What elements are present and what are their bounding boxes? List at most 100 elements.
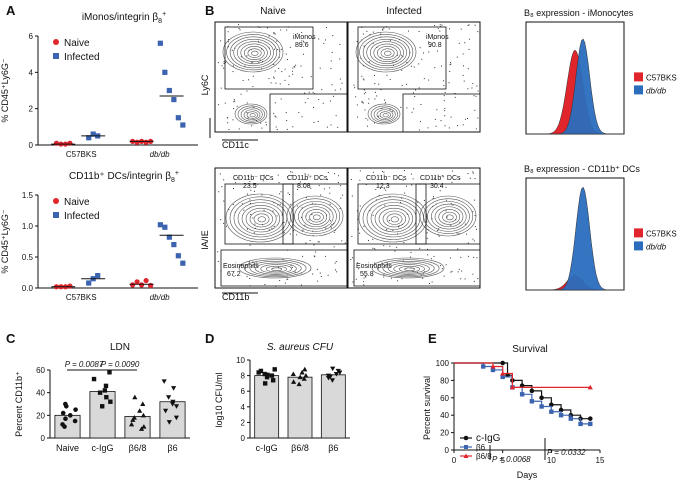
event-dot: [386, 229, 388, 231]
event-dot: [318, 38, 320, 40]
event-dot: [219, 173, 221, 175]
event-dot: [373, 74, 375, 76]
x-tick-label: c-IgG: [256, 443, 278, 453]
event-dot: [389, 109, 391, 111]
legend-label-dbdb: db/db: [646, 242, 667, 251]
legend-swatch-infected: [53, 53, 59, 59]
contour-ring: [249, 260, 302, 276]
contour-ring: [419, 195, 477, 237]
contour-ring: [290, 198, 341, 234]
event-dot: [273, 112, 275, 114]
event-dot: [261, 68, 263, 70]
flow-plot-frame: [347, 167, 481, 289]
event-dot: [217, 251, 219, 253]
event-dot: [477, 117, 479, 119]
x-tick-label: 10: [547, 456, 556, 465]
event-dot: [246, 276, 248, 278]
data-point: [333, 372, 340, 377]
event-dot: [217, 62, 219, 64]
event-dot: [235, 182, 237, 184]
event-dot: [410, 251, 412, 253]
event-dot: [326, 126, 328, 128]
data-point: [91, 376, 97, 382]
contour-ring: [254, 262, 297, 275]
event-dot: [301, 207, 303, 209]
event-dot: [445, 199, 447, 201]
event-dot: [334, 269, 336, 271]
data-point: [103, 383, 109, 389]
event-dot: [307, 97, 309, 99]
contour-ring: [247, 48, 262, 58]
event-dot: [300, 65, 302, 67]
event-dot: [395, 60, 397, 62]
event-dot: [431, 281, 433, 283]
event-dot: [228, 128, 230, 130]
event-dot: [419, 120, 421, 122]
event-dot: [423, 78, 425, 80]
contour-ring: [233, 38, 274, 67]
event-dot: [472, 238, 474, 240]
event-dot: [372, 214, 374, 216]
event-dot: [329, 187, 331, 189]
panel-letter-d: D: [205, 331, 214, 346]
event-dot: [418, 63, 420, 65]
panel-letter-c: C: [6, 331, 16, 346]
histogram-bottom: B₈ expression - CD11b⁺ DCs C57BKS db/db: [524, 164, 677, 291]
event-dot: [277, 49, 279, 51]
event-dot: [338, 175, 340, 177]
event-dot: [303, 40, 305, 42]
event-dot: [471, 87, 473, 89]
event-dot: [292, 67, 294, 69]
histogram-title: B₈ expression - CD11b⁺ DCs: [524, 164, 640, 174]
gate-name: Eosinophils: [223, 263, 259, 270]
event-dot: [368, 98, 370, 100]
plot-title: LDN: [110, 342, 130, 353]
event-dot: [217, 260, 219, 262]
event-dot: [255, 261, 257, 263]
survival-marker: [549, 409, 554, 414]
event-dot: [394, 250, 396, 252]
event-dot: [293, 230, 295, 232]
event-dot: [456, 232, 458, 234]
event-dot: [369, 33, 371, 35]
flow-plot-frame: [214, 21, 348, 133]
event-dot: [434, 118, 436, 120]
event-dot: [279, 83, 281, 85]
event-dot: [383, 27, 385, 29]
event-dot: [285, 53, 287, 55]
event-dot: [339, 207, 341, 209]
event-dot: [459, 177, 461, 179]
event-dot: [419, 47, 421, 49]
event-dot: [450, 202, 452, 204]
contour-ring: [240, 43, 268, 63]
bar: [320, 374, 346, 439]
event-dot: [268, 35, 270, 37]
event-dot: [276, 215, 278, 217]
event-dot: [334, 262, 336, 264]
event-dot: [237, 177, 239, 179]
event-dot: [372, 171, 374, 173]
event-dot: [356, 210, 358, 212]
data-point: [173, 404, 180, 409]
data-point: [97, 390, 103, 395]
data-point: [99, 404, 105, 409]
event-dot: [464, 278, 466, 280]
contour-ring: [260, 264, 292, 274]
event-dot: [278, 182, 280, 184]
gate-value: 12.3: [376, 183, 390, 190]
survival-marker: [500, 360, 505, 366]
gate-name: CD11b⁺ DCs: [287, 175, 328, 182]
event-dot: [439, 24, 441, 26]
event-dot: [385, 102, 387, 104]
y-tick-label: 2: [29, 105, 34, 114]
contour-ring: [382, 260, 435, 276]
data-point: [256, 370, 261, 375]
data-point-infected: [157, 40, 163, 46]
event-dot: [262, 180, 264, 182]
contour-ring: [442, 211, 457, 223]
event-dot: [240, 56, 242, 58]
event-dot: [418, 129, 420, 131]
contour-ring: [249, 113, 256, 118]
event-dot: [268, 229, 270, 231]
x-tick-label: c-IgG: [91, 443, 113, 453]
